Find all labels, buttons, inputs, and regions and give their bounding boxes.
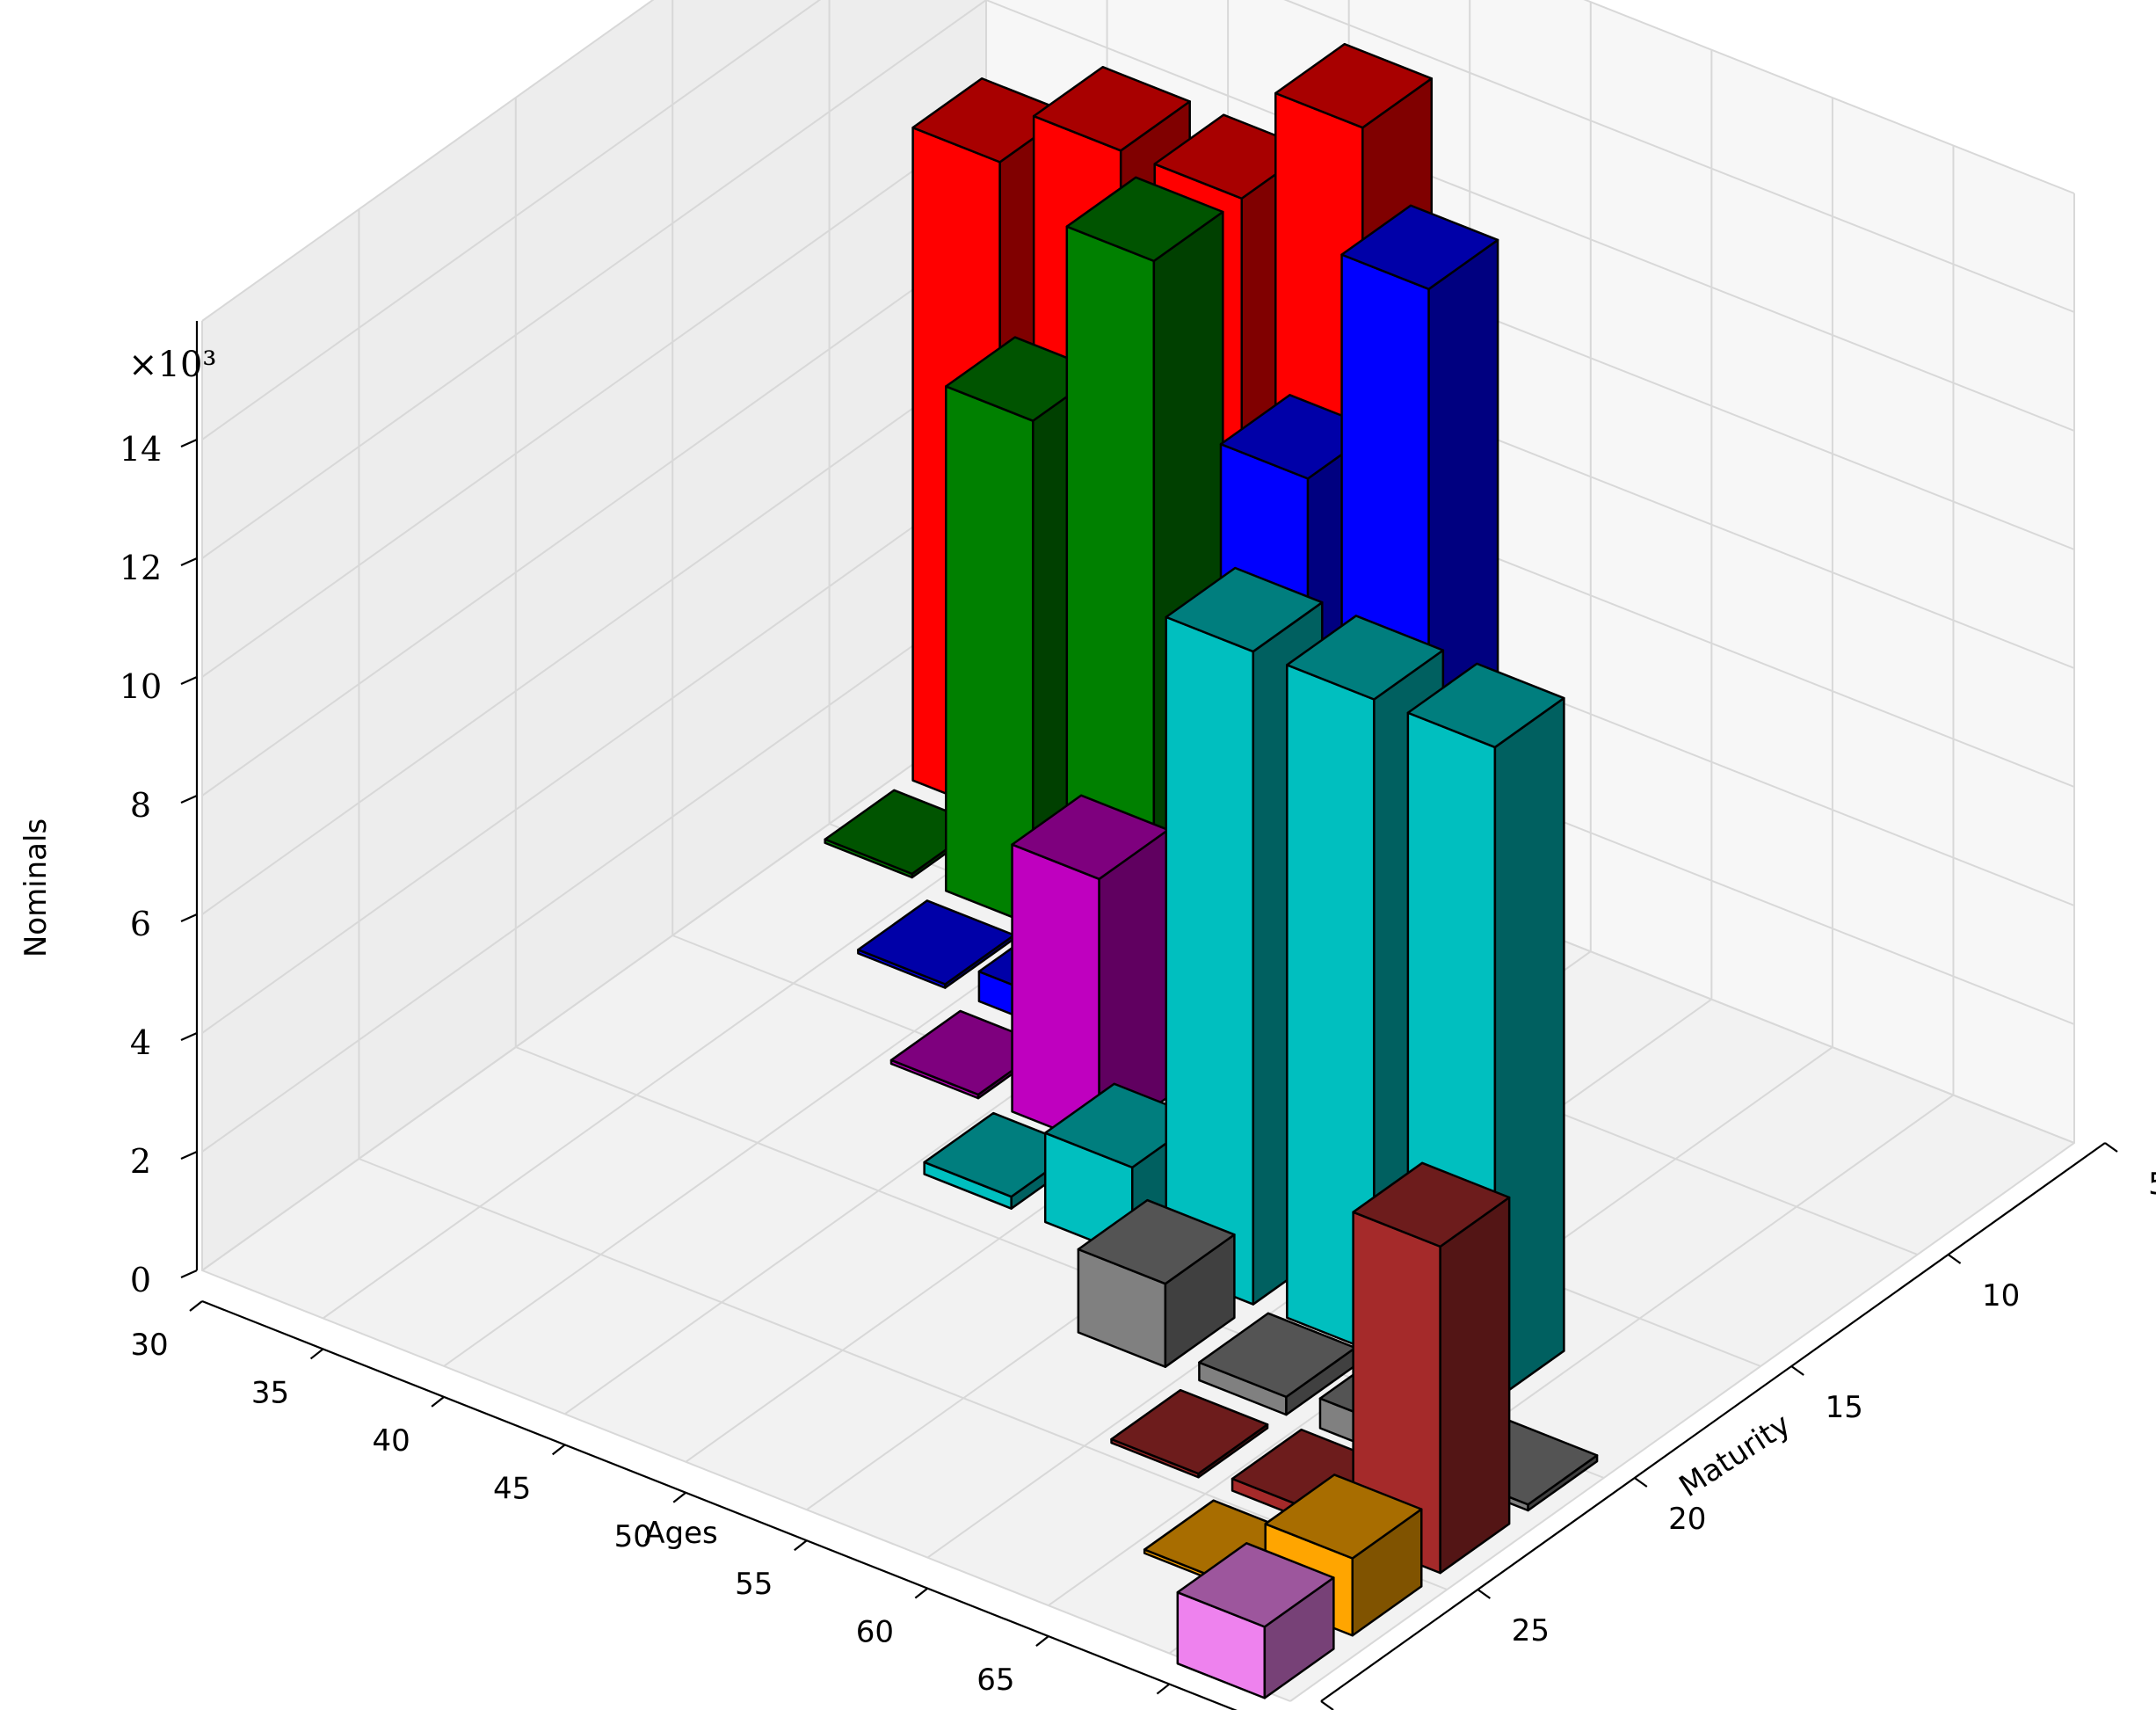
x-tick-mark [1035,1635,1049,1647]
z-tick-mark [180,913,198,923]
bar-front-face [1165,615,1255,1306]
x-tick-label: 50 [614,1519,652,1554]
bar-top-face [1340,204,1499,291]
z-tick-mark [180,557,198,567]
bars-layer [824,42,1599,1699]
x-tick-mark [189,1300,203,1312]
y-tick-mark [1790,1365,1804,1376]
bar [1077,1198,1236,1368]
bar-top-face [1011,794,1170,881]
x-tick-label: 35 [251,1375,289,1410]
bar-top-face [1032,65,1191,152]
x-tick-label: 65 [976,1663,1014,1698]
z-tick-mark [180,675,198,686]
z-tick-label: 14 [120,430,162,469]
z-tick-label: 2 [130,1142,151,1181]
bar-top-face [1198,1312,1357,1399]
x-tick-mark [431,1396,445,1408]
grid-line-z [201,0,2075,322]
y-tick-mark [1477,1589,1492,1599]
y-tick-label: 15 [1826,1390,1863,1425]
bar-top-face [1274,42,1434,129]
x-tick-label: 55 [735,1567,773,1602]
z-tick-mark [180,794,198,804]
bar-top-face [1176,1542,1335,1628]
bar [1352,1161,1511,1575]
bar [1176,1542,1335,1699]
grid-line-z [201,0,2075,559]
z-axis-label: Nominals [18,819,54,957]
y-axis-label: Maturity [1673,1407,1797,1504]
y-tick-label: 5 [2148,1167,2156,1202]
y-tick-mark [1320,1700,1334,1710]
y-tick-mark [2104,1142,2118,1153]
bar-side-face [1439,1196,1511,1575]
z-tick-label: 10 [120,667,162,706]
y-tick-label: 20 [1668,1502,1706,1537]
z-multiplier: ×10³ [128,345,216,385]
bar-top-face [911,77,1071,164]
x-tick-mark [309,1348,324,1360]
bar-top-face [1165,566,1324,653]
x-tick-mark [672,1491,686,1503]
x-tick-label: 40 [372,1423,410,1459]
z-tick-mark [180,1269,198,1279]
x-axis-label: Ages [644,1516,717,1551]
x-tick-label: 60 [856,1615,894,1650]
bar [857,899,1016,989]
z-tick-mark [180,1150,198,1161]
x-tick-mark [794,1539,808,1552]
bar [1011,794,1170,1147]
x-tick-label: 45 [493,1471,531,1506]
bar-top-face [857,899,1016,986]
z-tick-label: 4 [130,1023,151,1062]
bar-top-face [1077,1198,1236,1285]
z-tick-label: 8 [130,786,151,825]
bar-top-face [1264,1474,1423,1560]
z-tick-label: 6 [130,905,151,943]
grid-line-z [201,0,2075,440]
bar [1110,1388,1269,1479]
bar-top-face [1065,176,1224,263]
z-tick-label: 0 [130,1261,151,1299]
y-tick-mark [1947,1254,1962,1264]
y-tick-label: 10 [1982,1278,2020,1313]
bar-top-face [1286,615,1445,701]
x-tick-mark [1156,1683,1171,1695]
x-tick-label: 30 [130,1328,168,1363]
bar-front-face [1011,843,1100,1147]
x-tick-mark [914,1587,929,1599]
z-tick-label: 12 [120,549,162,587]
bar-top-face [1406,662,1565,749]
bar-top-face [1352,1161,1511,1248]
y-tick-label: 25 [1512,1613,1550,1648]
ticks-layer: 3035404550556065707551015202530024681012… [120,430,2156,1710]
z-tick-mark [180,1031,198,1042]
y-tick-mark [1634,1477,1648,1488]
y-axis-line [1320,1142,2106,1702]
x-axis-line [201,1299,1238,1710]
z-tick-mark [180,438,198,448]
x-tick-mark [551,1444,566,1456]
bar-top-face [1110,1388,1269,1475]
